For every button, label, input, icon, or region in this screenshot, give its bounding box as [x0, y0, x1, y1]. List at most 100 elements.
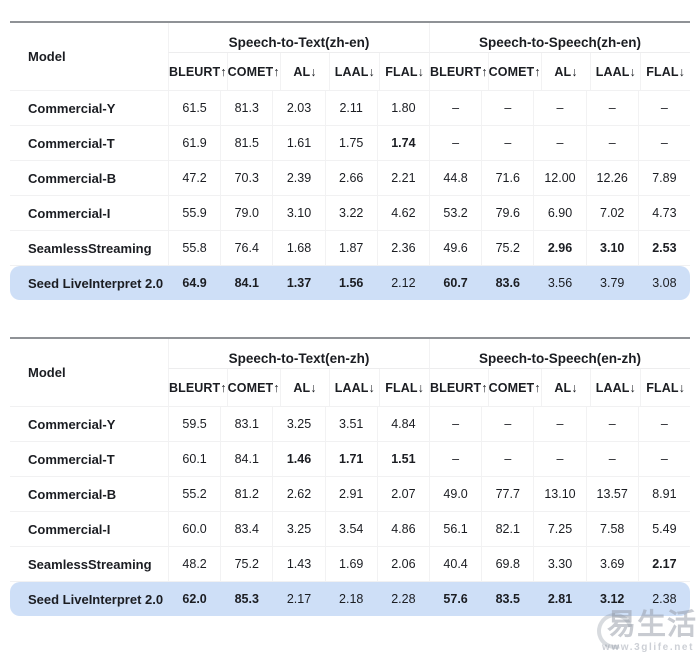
value-cell: 61.5: [168, 91, 220, 125]
metric-header: LAAL↓: [329, 369, 379, 406]
value-cell: 57.6: [443, 592, 468, 606]
model-name: Commercial-B: [28, 170, 117, 186]
model-name: SeamlessStreaming: [28, 556, 152, 572]
value-cell: –: [533, 126, 585, 160]
value-cell: –: [637, 407, 690, 441]
value-cell: 2.17: [637, 547, 690, 581]
value-cell: 1.61: [272, 126, 324, 160]
value-cell: –: [533, 407, 585, 441]
value-cell: 83.1: [220, 407, 272, 441]
value-cell: 62.0: [182, 592, 207, 606]
table-row: SeamlessStreaming 55.8 76.4 1.68 1.87 2.36 49.…: [10, 231, 690, 266]
metric-header: COMET↑: [226, 53, 280, 90]
value-cell: 79.0: [220, 196, 272, 230]
value-cell: 1.56: [339, 276, 364, 290]
value-cell: 60.1: [168, 442, 220, 476]
value-cell: 3.56: [547, 276, 573, 290]
metric-header: FLAL↓: [379, 53, 429, 90]
value-cell: 3.10: [585, 231, 638, 265]
value-cell: 40.4: [429, 547, 481, 581]
value-cell: 83.5: [495, 592, 520, 606]
value-cell: 1.69: [324, 547, 377, 581]
value-cell: 1.68: [272, 231, 324, 265]
value-cell: 2.28: [391, 592, 416, 606]
value-cell: 7.25: [533, 512, 585, 546]
value-cell: 2.53: [637, 231, 690, 265]
value-cell: 70.3: [220, 161, 272, 195]
group-header-speech-to-text: Speech-to-Text(zh-en): [168, 23, 429, 53]
value-cell: –: [481, 91, 533, 125]
value-cell: –: [481, 442, 533, 476]
value-cell: 1.80: [376, 91, 429, 125]
model-name: Commercial-Y: [28, 100, 116, 116]
metric-header: BLEURT↑: [428, 53, 488, 90]
value-cell: 1.74: [376, 126, 429, 160]
value-cell: 2.18: [339, 592, 364, 606]
group-header-speech-to-speech: Speech-to-Speech(en-zh): [428, 339, 690, 369]
value-cell: 83.6: [495, 276, 520, 290]
value-cell: 60.7: [443, 276, 468, 290]
table-row: Commercial-Y 61.5 81.3 2.03 2.11 1.80– – – – –: [10, 91, 690, 126]
value-cell: 2.62: [272, 477, 324, 511]
group-header-speech-to-speech: Speech-to-Speech(zh-en): [428, 23, 690, 53]
value-cell: 2.96: [533, 231, 585, 265]
value-cell: 3.54: [324, 512, 377, 546]
value-cell: 2.36: [376, 231, 429, 265]
highlight-row: Seed LiveInterpret 2.0 62.0 85.3 2.17 2.18 2.…: [10, 582, 690, 616]
value-cell: 1.75: [324, 126, 377, 160]
results-table-zh-en: Model Speech-to-Text(zh-en) Speech-to-Sp…: [10, 21, 690, 300]
value-cell: –: [481, 407, 533, 441]
value-cell: –: [429, 442, 481, 476]
value-cell: 2.91: [324, 477, 377, 511]
value-cell: 55.8: [168, 231, 220, 265]
value-cell: 3.22: [324, 196, 377, 230]
value-cell: 1.87: [324, 231, 377, 265]
metric-header: BLEURT↑: [168, 369, 227, 406]
value-cell: 13.10: [533, 477, 585, 511]
value-cell: 1.51: [376, 442, 429, 476]
value-cell: 55.2: [168, 477, 220, 511]
value-cell: 2.11: [324, 91, 377, 125]
table-row: Commercial-Y 59.5 83.1 3.25 3.51 4.84– – – – –: [10, 407, 690, 442]
value-cell: –: [585, 407, 638, 441]
value-cell: 2.17: [286, 592, 312, 606]
value-cell: –: [585, 442, 638, 476]
value-cell: 3.10: [272, 196, 324, 230]
metric-header: BLEURT↑: [168, 53, 227, 90]
watermark-url: www.3glife.net: [601, 642, 695, 653]
metric-header: AL↓: [279, 53, 330, 90]
model-name: SeamlessStreaming: [28, 240, 152, 256]
value-cell: 81.5: [220, 126, 272, 160]
model-name: Seed LiveInterpret 2.0: [28, 275, 164, 291]
value-cell: 3.12: [600, 592, 625, 606]
results-table-en-zh: Model Speech-to-Text(en-zh) Speech-to-Sp…: [10, 337, 690, 616]
value-cell: 77.7: [481, 477, 533, 511]
value-cell: 84.1: [234, 276, 259, 290]
value-cell: 2.81: [547, 592, 573, 606]
value-cell: 7.89: [637, 161, 690, 195]
value-cell: 79.6: [481, 196, 533, 230]
model-name: Commercial-I: [28, 205, 111, 221]
value-cell: 53.2: [429, 196, 481, 230]
metric-header: AL↓: [540, 369, 591, 406]
value-cell: 3.30: [533, 547, 585, 581]
value-cell: 3.69: [585, 547, 638, 581]
value-cell: 75.2: [220, 547, 272, 581]
metric-header: LAAL↓: [590, 369, 640, 406]
value-cell: 3.08: [652, 276, 677, 290]
value-cell: 84.1: [220, 442, 272, 476]
value-cell: 3.79: [600, 276, 625, 290]
metric-header: COMET↑: [226, 369, 280, 406]
table-row: Commercial-I 60.0 83.4 3.25 3.54 4.86 56.1 82.1…: [10, 512, 690, 547]
metric-header: AL↓: [540, 53, 591, 90]
value-cell: –: [533, 442, 585, 476]
metric-header: FLAL↓: [640, 369, 690, 406]
value-cell: 1.43: [272, 547, 324, 581]
value-cell: 64.9: [182, 276, 207, 290]
value-cell: 60.0: [168, 512, 220, 546]
table-row: Commercial-T 61.9 81.5 1.61 1.75 1.74– – – – –: [10, 126, 690, 161]
model-name: Commercial-B: [28, 486, 117, 502]
table-header: Model Speech-to-Text(zh-en) Speech-to-Sp…: [10, 23, 690, 91]
metric-header: FLAL↓: [379, 369, 429, 406]
value-cell: –: [637, 442, 690, 476]
